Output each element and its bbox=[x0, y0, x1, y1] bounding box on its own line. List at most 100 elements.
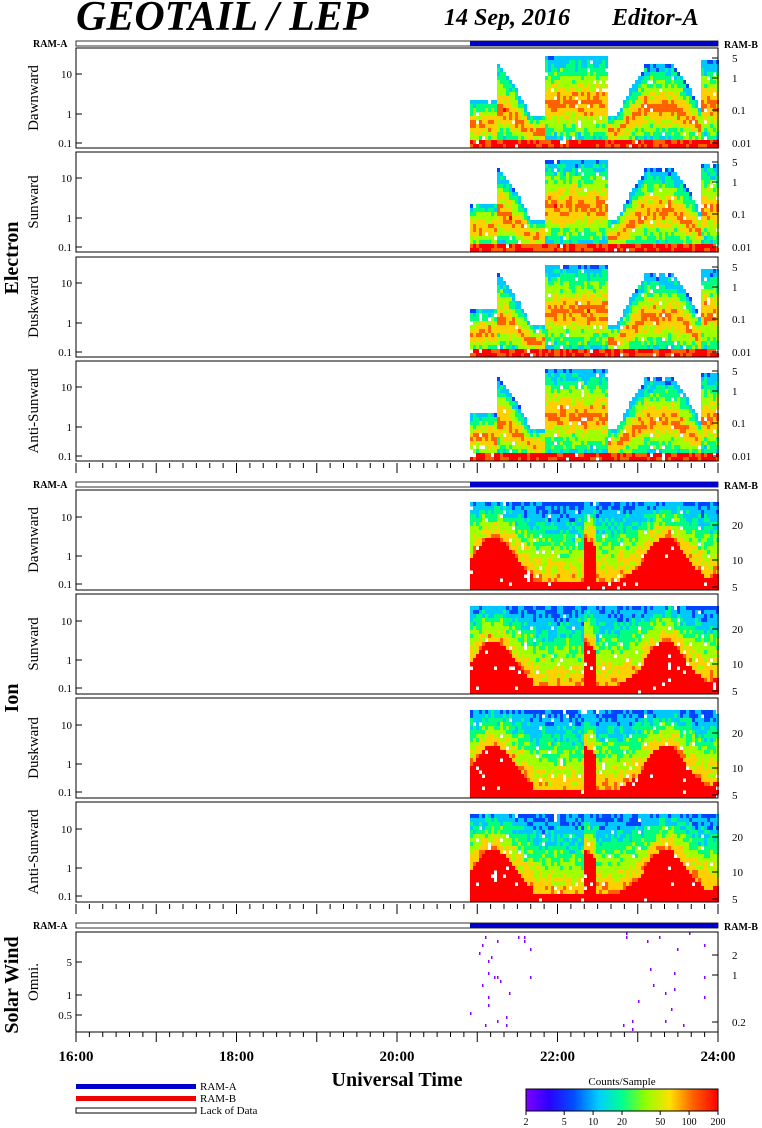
spectrogram-cell bbox=[647, 236, 650, 241]
spectrogram-cell bbox=[533, 441, 536, 446]
spectrogram-cell bbox=[647, 224, 650, 229]
spectrogram-cell bbox=[656, 349, 659, 354]
spectrogram-cell bbox=[656, 200, 659, 205]
spectrogram-cell bbox=[524, 120, 527, 125]
spectrogram-cell bbox=[599, 180, 602, 185]
spectrogram-cell bbox=[644, 108, 647, 113]
spectrogram-cell bbox=[479, 345, 482, 350]
spectrogram-cell bbox=[662, 244, 665, 249]
spectrogram-cell bbox=[647, 196, 650, 201]
spectrogram-cell bbox=[674, 244, 677, 249]
spectrogram-cell bbox=[683, 228, 686, 233]
spectrogram-cell bbox=[491, 128, 494, 133]
spectrogram-cell bbox=[605, 277, 608, 282]
spectrogram-cell bbox=[473, 313, 476, 318]
spectrogram-cell bbox=[506, 285, 509, 290]
spectrogram-cell bbox=[593, 313, 596, 318]
spectrogram-cell bbox=[704, 76, 707, 81]
spectrogram-cell bbox=[587, 248, 590, 253]
spectrogram-cell bbox=[593, 449, 596, 454]
spectrogram-cell bbox=[704, 84, 707, 89]
spectrogram-cell bbox=[575, 341, 578, 346]
spectrogram-cell bbox=[671, 104, 674, 109]
spectrogram-cell bbox=[611, 441, 614, 446]
spectrogram-cell bbox=[602, 128, 605, 133]
spectrogram-cell bbox=[626, 104, 629, 109]
spectrogram-cell bbox=[524, 417, 527, 422]
spectrogram-cell bbox=[563, 176, 566, 181]
spectrogram-cell bbox=[590, 120, 593, 125]
spectrogram-cell bbox=[548, 120, 551, 125]
spectrogram-cell bbox=[587, 140, 590, 145]
spectrogram-cell bbox=[545, 172, 548, 177]
spectrogram-cell bbox=[473, 116, 476, 121]
spectrogram-cell bbox=[587, 441, 590, 446]
spectrogram-cell bbox=[653, 317, 656, 322]
spectrogram-cell bbox=[647, 180, 650, 185]
spectrogram-cell bbox=[680, 128, 683, 133]
spectrogram-cell bbox=[644, 188, 647, 193]
spectrogram-cell bbox=[599, 76, 602, 81]
spectrogram-cell bbox=[683, 188, 686, 193]
spectrogram-cell bbox=[674, 192, 677, 197]
spectrogram-cell bbox=[578, 409, 581, 414]
spectrogram-cell bbox=[650, 168, 653, 173]
spectrogram-cell bbox=[536, 337, 539, 342]
spectrogram-cell bbox=[581, 84, 584, 89]
spectrogram-cell bbox=[617, 453, 620, 458]
spectrogram-cell bbox=[578, 144, 581, 149]
spectrogram-cell bbox=[704, 317, 707, 322]
spectrogram-cell bbox=[638, 184, 641, 189]
spectrogram-cell bbox=[671, 176, 674, 181]
spectrogram-cell bbox=[638, 289, 641, 294]
spectrogram-cell bbox=[497, 204, 500, 209]
spectrogram-cell bbox=[512, 401, 515, 406]
spectrogram-cell bbox=[554, 140, 557, 145]
spectrogram-cell bbox=[650, 140, 653, 145]
spectrogram-cell bbox=[560, 80, 563, 85]
spectrogram-cell bbox=[545, 345, 548, 350]
spectrogram-cell bbox=[683, 84, 686, 89]
spectrogram-cell bbox=[584, 293, 587, 298]
spectrogram-cell bbox=[644, 333, 647, 338]
spectrogram-cell bbox=[671, 120, 674, 125]
spectrogram-cell bbox=[500, 68, 503, 73]
spectrogram-cell bbox=[599, 60, 602, 65]
spectrogram-cell bbox=[686, 321, 689, 326]
spectrogram-cell bbox=[497, 433, 500, 438]
spectrogram-cell bbox=[554, 92, 557, 97]
spectrogram-cell bbox=[599, 208, 602, 213]
spectrogram-cell bbox=[602, 112, 605, 117]
spectrogram-cell bbox=[653, 273, 656, 278]
spectrogram-cell bbox=[554, 232, 557, 237]
spectrogram-cell bbox=[566, 417, 569, 422]
spectrogram-cell bbox=[554, 409, 557, 414]
spectrogram-cell bbox=[548, 285, 551, 290]
spectrogram-cell bbox=[572, 413, 575, 418]
spectrogram-cell bbox=[605, 321, 608, 326]
spectrogram-cell bbox=[560, 224, 563, 229]
spectrogram-cell bbox=[509, 84, 512, 89]
spectrogram-cell bbox=[575, 68, 578, 73]
spectrogram-cell bbox=[698, 349, 701, 354]
spectrogram-cell bbox=[569, 333, 572, 338]
spectrogram-cell bbox=[473, 220, 476, 225]
spectrogram-cell bbox=[581, 224, 584, 229]
spectrogram-cell bbox=[587, 305, 590, 310]
spectrogram-cell bbox=[647, 273, 650, 278]
spectrogram-cell bbox=[653, 100, 656, 105]
spectrogram-cell bbox=[509, 417, 512, 422]
spectrogram-cell bbox=[560, 393, 563, 398]
spectrogram-cell bbox=[500, 317, 503, 322]
spectrogram-cell bbox=[665, 228, 668, 233]
spectrogram-cell bbox=[530, 120, 533, 125]
spectrogram-cell bbox=[638, 313, 641, 318]
spectrogram-cell bbox=[605, 92, 608, 97]
spectrogram-cell bbox=[617, 132, 620, 137]
spectrogram-cell bbox=[554, 401, 557, 406]
spectrogram-cell bbox=[590, 236, 593, 241]
spectrogram-cell bbox=[545, 176, 548, 181]
spectrogram-cell bbox=[545, 317, 548, 322]
spectrogram-cell bbox=[671, 180, 674, 185]
spectrogram-cell bbox=[671, 204, 674, 209]
